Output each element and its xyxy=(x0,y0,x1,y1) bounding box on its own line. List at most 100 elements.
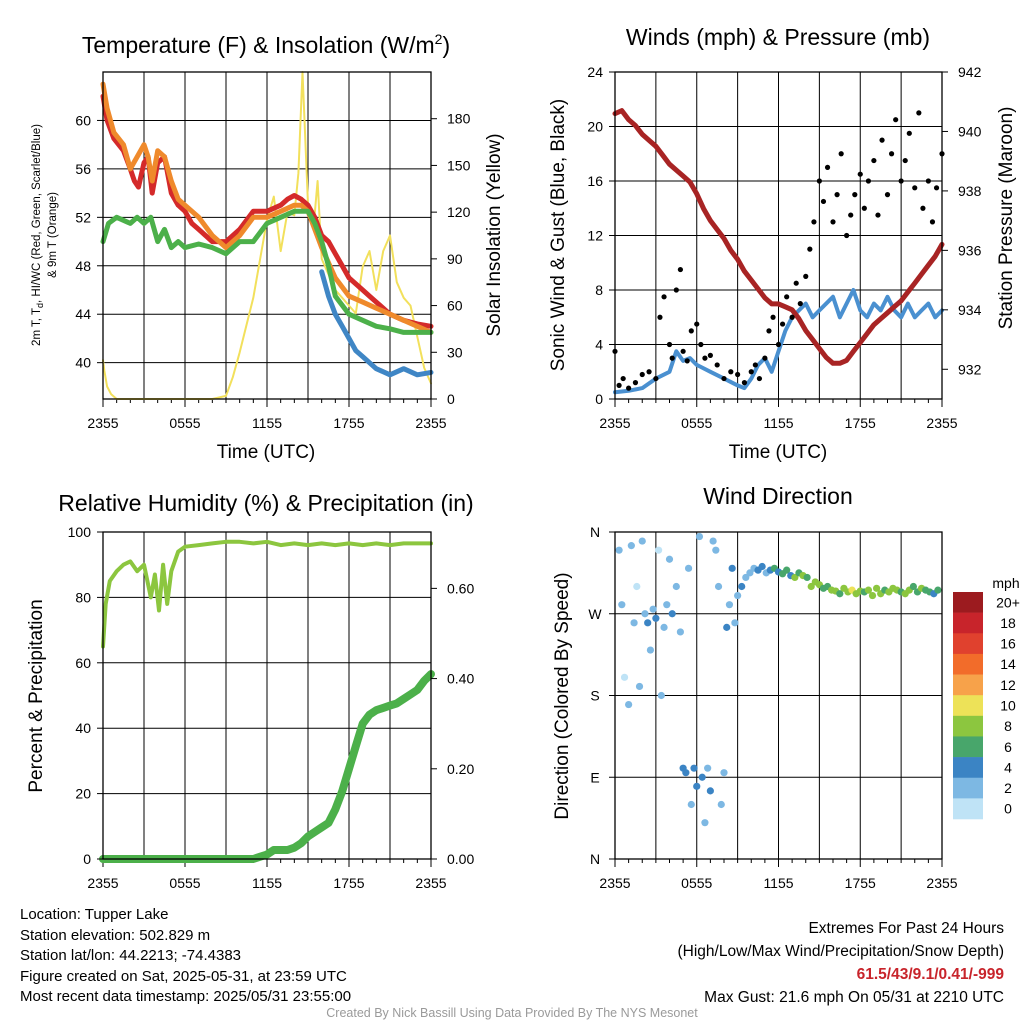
gust-point xyxy=(684,358,690,364)
gust-point xyxy=(762,355,768,361)
gust-point xyxy=(702,355,708,361)
humidity-ytick-label: 40 xyxy=(75,720,91,736)
humidity-ytick-label: 80 xyxy=(75,589,91,605)
temperature-ylabel-right: Solar Insolation (Yellow) xyxy=(484,133,505,336)
colorbar-label: 12 xyxy=(1000,677,1016,693)
humidity-xtick-label: 2355 xyxy=(87,875,118,891)
winds-y2tick-label: 936 xyxy=(958,242,982,258)
colorbar-label: 4 xyxy=(1004,759,1012,775)
direction-point xyxy=(864,586,873,594)
humidity-ylabel: Percent & Precipitation xyxy=(26,599,47,792)
direction-point xyxy=(633,582,641,591)
humidity-ytick-label: 100 xyxy=(68,524,92,540)
colorbar-swatch xyxy=(953,612,983,634)
gust-point xyxy=(728,369,734,375)
station-elevation: Station elevation: 502.829 m xyxy=(20,926,211,944)
colorbar-swatch xyxy=(953,757,983,779)
colorbar-label: 8 xyxy=(1004,718,1012,734)
gust-point xyxy=(844,232,850,239)
precipitation-line xyxy=(99,670,435,863)
direction-xtick-label: 2355 xyxy=(926,875,957,891)
gust-point xyxy=(920,205,926,211)
colorbar-unit: mph xyxy=(992,575,1019,591)
winds-ylabel-left: Sonic Wind & Gust (Blue, Black) xyxy=(548,99,569,371)
direction-point xyxy=(803,573,811,582)
sonic-wind-line xyxy=(613,288,944,395)
colorbar-label: 6 xyxy=(1004,739,1012,755)
winds-ytick-label: 20 xyxy=(587,119,603,135)
temperature-y2tick-label: 90 xyxy=(447,251,463,267)
gust-point xyxy=(626,385,632,391)
winds-ytick-label: 12 xyxy=(587,228,603,244)
direction-ytick-label: S xyxy=(590,688,599,704)
gust-point xyxy=(852,192,858,198)
winds-title: Winds (mph) & Pressure (mb) xyxy=(626,24,930,50)
direction-point xyxy=(873,584,881,592)
direction-point xyxy=(704,764,712,772)
gust-point xyxy=(838,151,844,157)
winds-xtick-label: 1755 xyxy=(845,415,876,431)
figure-created: Figure created on Sat, 2025-05-31, at 23… xyxy=(20,967,347,985)
extremes-subtitle: (High/Low/Max Wind/Precipitation/Snow De… xyxy=(677,943,1005,960)
gust-point xyxy=(646,369,652,375)
gust-point xyxy=(879,137,885,143)
direction-point xyxy=(618,601,626,609)
station-info: Location: Tupper Lake Station elevation:… xyxy=(20,905,351,1008)
colorbar-swatch xyxy=(953,674,983,696)
direction-point xyxy=(758,562,766,571)
extremes-title: Extremes For Past 24 Hours xyxy=(808,920,1004,937)
temperature-ytick-label: 44 xyxy=(75,306,91,322)
winds-y2tick-label: 938 xyxy=(958,183,982,199)
gust-point xyxy=(632,380,639,386)
direction-point xyxy=(706,787,714,795)
humidity-ytick-label: 60 xyxy=(75,655,91,671)
direction-point xyxy=(646,646,655,654)
gust-point xyxy=(680,348,686,354)
direction-point xyxy=(723,623,731,631)
humidity-ytick-label: 0 xyxy=(83,851,91,867)
gust-point xyxy=(893,117,899,123)
colorbar-label: 2 xyxy=(1004,780,1012,796)
gust-point xyxy=(639,371,645,378)
temperature-ylabel-line1: 2m T, Td, HI/WC (Red, Green, Scarlet/Blu… xyxy=(31,124,45,346)
gust-point xyxy=(875,212,881,218)
direction-ytick-label: N xyxy=(590,524,600,540)
winds-y2tick-label: 932 xyxy=(958,361,982,377)
temperature-xtick-label: 2355 xyxy=(415,415,446,431)
colorbar-label: 10 xyxy=(1000,698,1016,714)
direction-point xyxy=(655,546,663,554)
direction-point xyxy=(682,769,690,777)
winds-ytick-label: 24 xyxy=(587,64,603,80)
direction-point xyxy=(725,601,734,609)
humidity-y2tick-label: 0.60 xyxy=(447,580,474,596)
gust-point xyxy=(857,171,863,177)
temperature-ytick-label: 56 xyxy=(75,161,91,177)
gust-point xyxy=(916,110,922,116)
gust-point xyxy=(793,280,799,286)
gust-point xyxy=(657,314,663,320)
humidity-y2tick-label: 0.20 xyxy=(447,761,474,777)
gust-point xyxy=(820,198,827,205)
gust-point xyxy=(688,328,694,334)
direction-point xyxy=(738,582,746,591)
direction-point xyxy=(868,591,877,600)
direction-xtick-label: 0555 xyxy=(681,875,712,891)
direction-xtick-label: 1755 xyxy=(845,875,876,891)
direction-point xyxy=(665,555,674,563)
temperature-y2tick-label: 120 xyxy=(447,204,471,220)
gust-point xyxy=(906,130,912,136)
gust-point xyxy=(834,192,840,198)
direction-point xyxy=(630,619,638,627)
direction-point xyxy=(731,619,739,627)
colorbar-label: 18 xyxy=(1000,615,1016,631)
gust-point xyxy=(748,369,754,375)
temperature-xtick-label: 0555 xyxy=(169,415,200,431)
direction-point xyxy=(663,601,671,609)
direction-ytick-label: W xyxy=(588,606,602,622)
direction-point xyxy=(693,782,701,790)
colorbar-label: 16 xyxy=(1000,636,1016,652)
recent-data-timestamp: Most recent data timestamp: 2025/05/31 2… xyxy=(20,988,352,1005)
winds-xtick-label: 0555 xyxy=(681,415,712,431)
direction-point xyxy=(649,605,657,613)
